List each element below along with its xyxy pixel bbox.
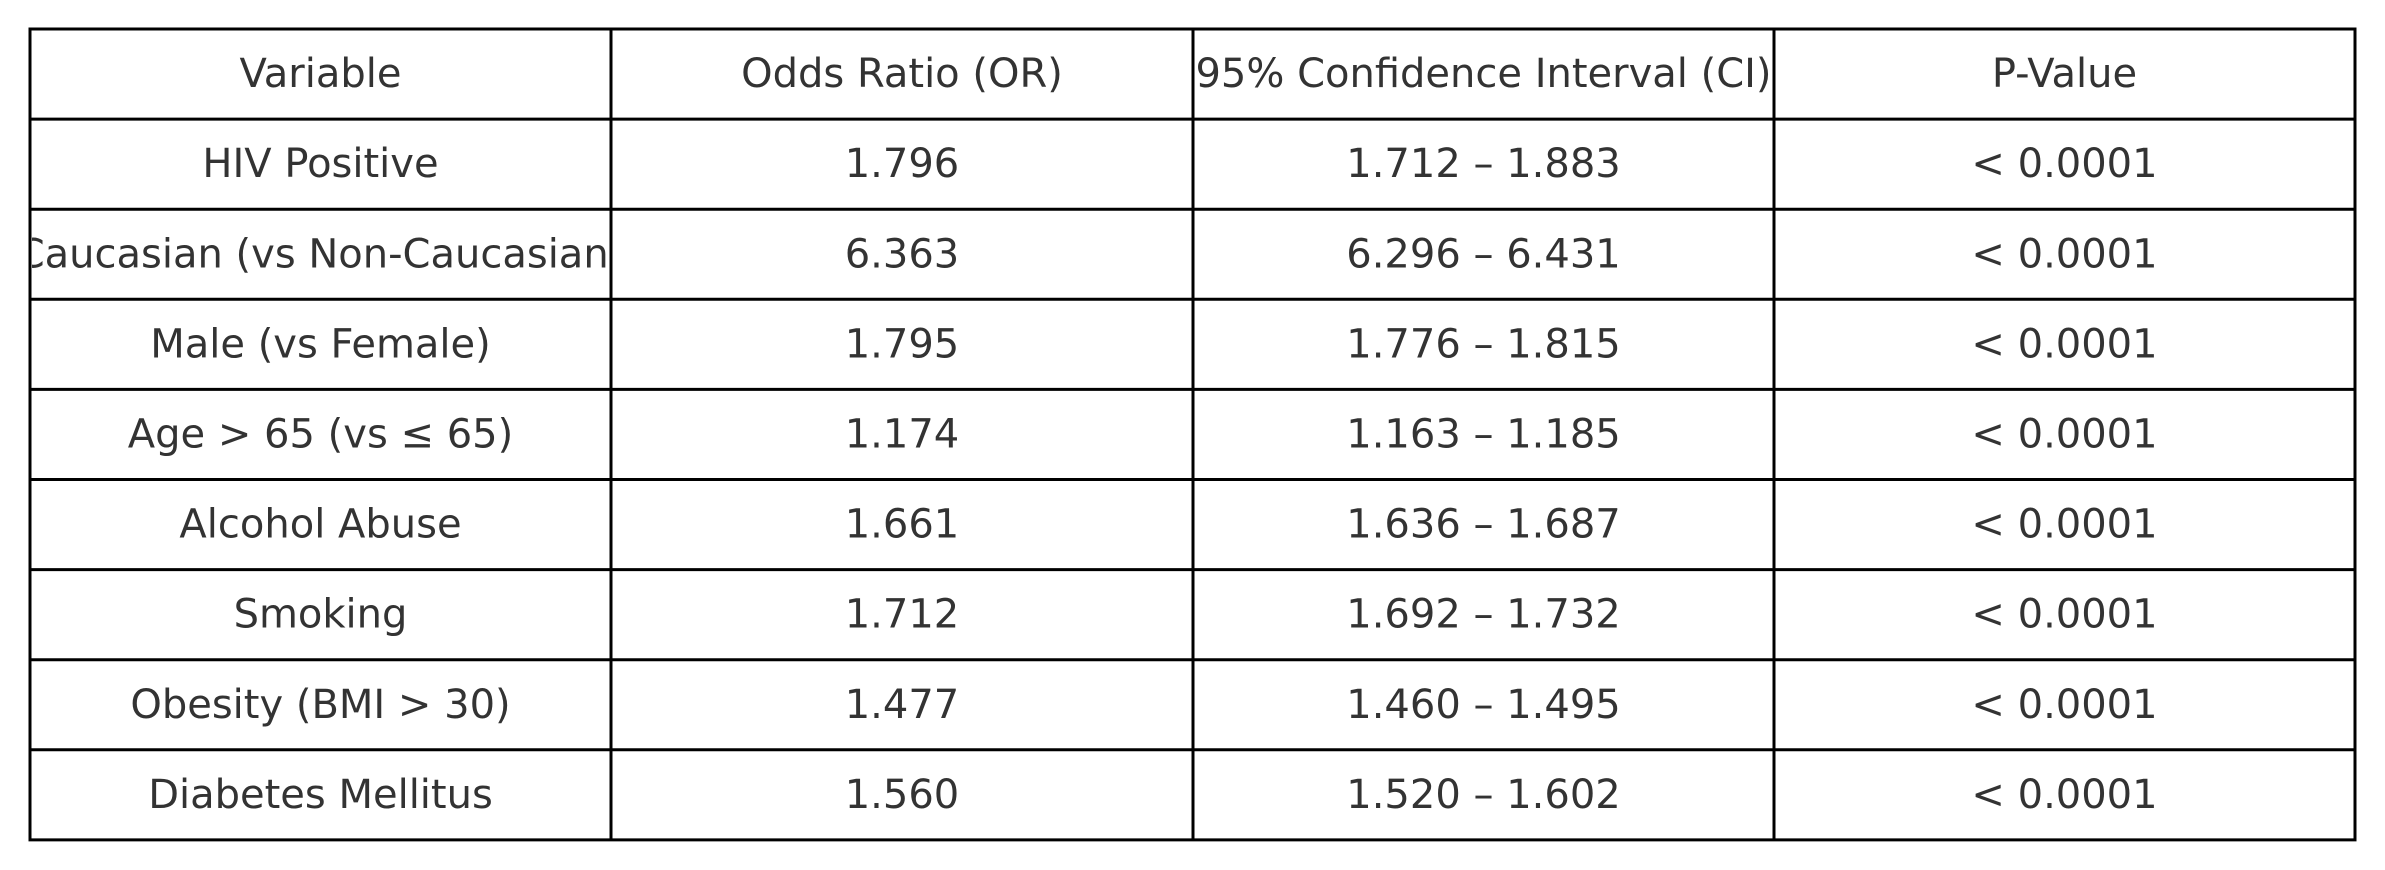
- cell: < 0.0001: [1971, 592, 2157, 638]
- cell: 1.712 – 1.883: [1346, 141, 1620, 187]
- cell: 1.560: [845, 772, 960, 818]
- cell: < 0.0001: [1971, 141, 2157, 187]
- cell: Male (vs Female): [150, 321, 491, 367]
- cell: 1.692 – 1.732: [1346, 592, 1620, 638]
- cell: 1.163 – 1.185: [1346, 411, 1620, 457]
- cell: < 0.0001: [1971, 772, 2157, 818]
- header-cell: Odds Ratio (OR): [741, 51, 1063, 97]
- cell: 1.661: [845, 502, 960, 548]
- cell: 1.636 – 1.687: [1346, 502, 1620, 548]
- header-cell: Variable: [240, 51, 402, 97]
- cell: < 0.0001: [1971, 231, 2157, 277]
- cell: 1.174: [845, 411, 960, 457]
- header-cell: P-Value: [1992, 51, 2137, 97]
- cell: 6.296 – 6.431: [1346, 231, 1620, 277]
- cell: 1.520 – 1.602: [1346, 772, 1620, 818]
- cell: 1.795: [845, 321, 960, 367]
- cell: Smoking: [234, 592, 408, 638]
- cell: 1.477: [845, 682, 960, 728]
- cell: Alcohol Abuse: [179, 502, 461, 548]
- header-cell: 95% Confidence Interval (CI): [1195, 51, 1771, 97]
- cell: 6.363: [845, 231, 960, 277]
- cell: 1.776 – 1.815: [1346, 321, 1620, 367]
- cell: < 0.0001: [1971, 682, 2157, 728]
- cell: Caucasian (vs Non-Caucasian): [17, 231, 625, 277]
- cell: 1.712: [845, 592, 960, 638]
- cell: Age > 65 (vs ≤ 65): [128, 411, 514, 457]
- cell: 1.460 – 1.495: [1346, 682, 1620, 728]
- cell: Diabetes Mellitus: [148, 772, 493, 818]
- cell: 1.796: [845, 141, 960, 187]
- cell: Obesity (BMI > 30): [130, 682, 510, 728]
- cell: < 0.0001: [1971, 502, 2157, 548]
- cell: < 0.0001: [1971, 321, 2157, 367]
- cell: HIV Positive: [202, 141, 438, 187]
- cell: < 0.0001: [1971, 411, 2157, 457]
